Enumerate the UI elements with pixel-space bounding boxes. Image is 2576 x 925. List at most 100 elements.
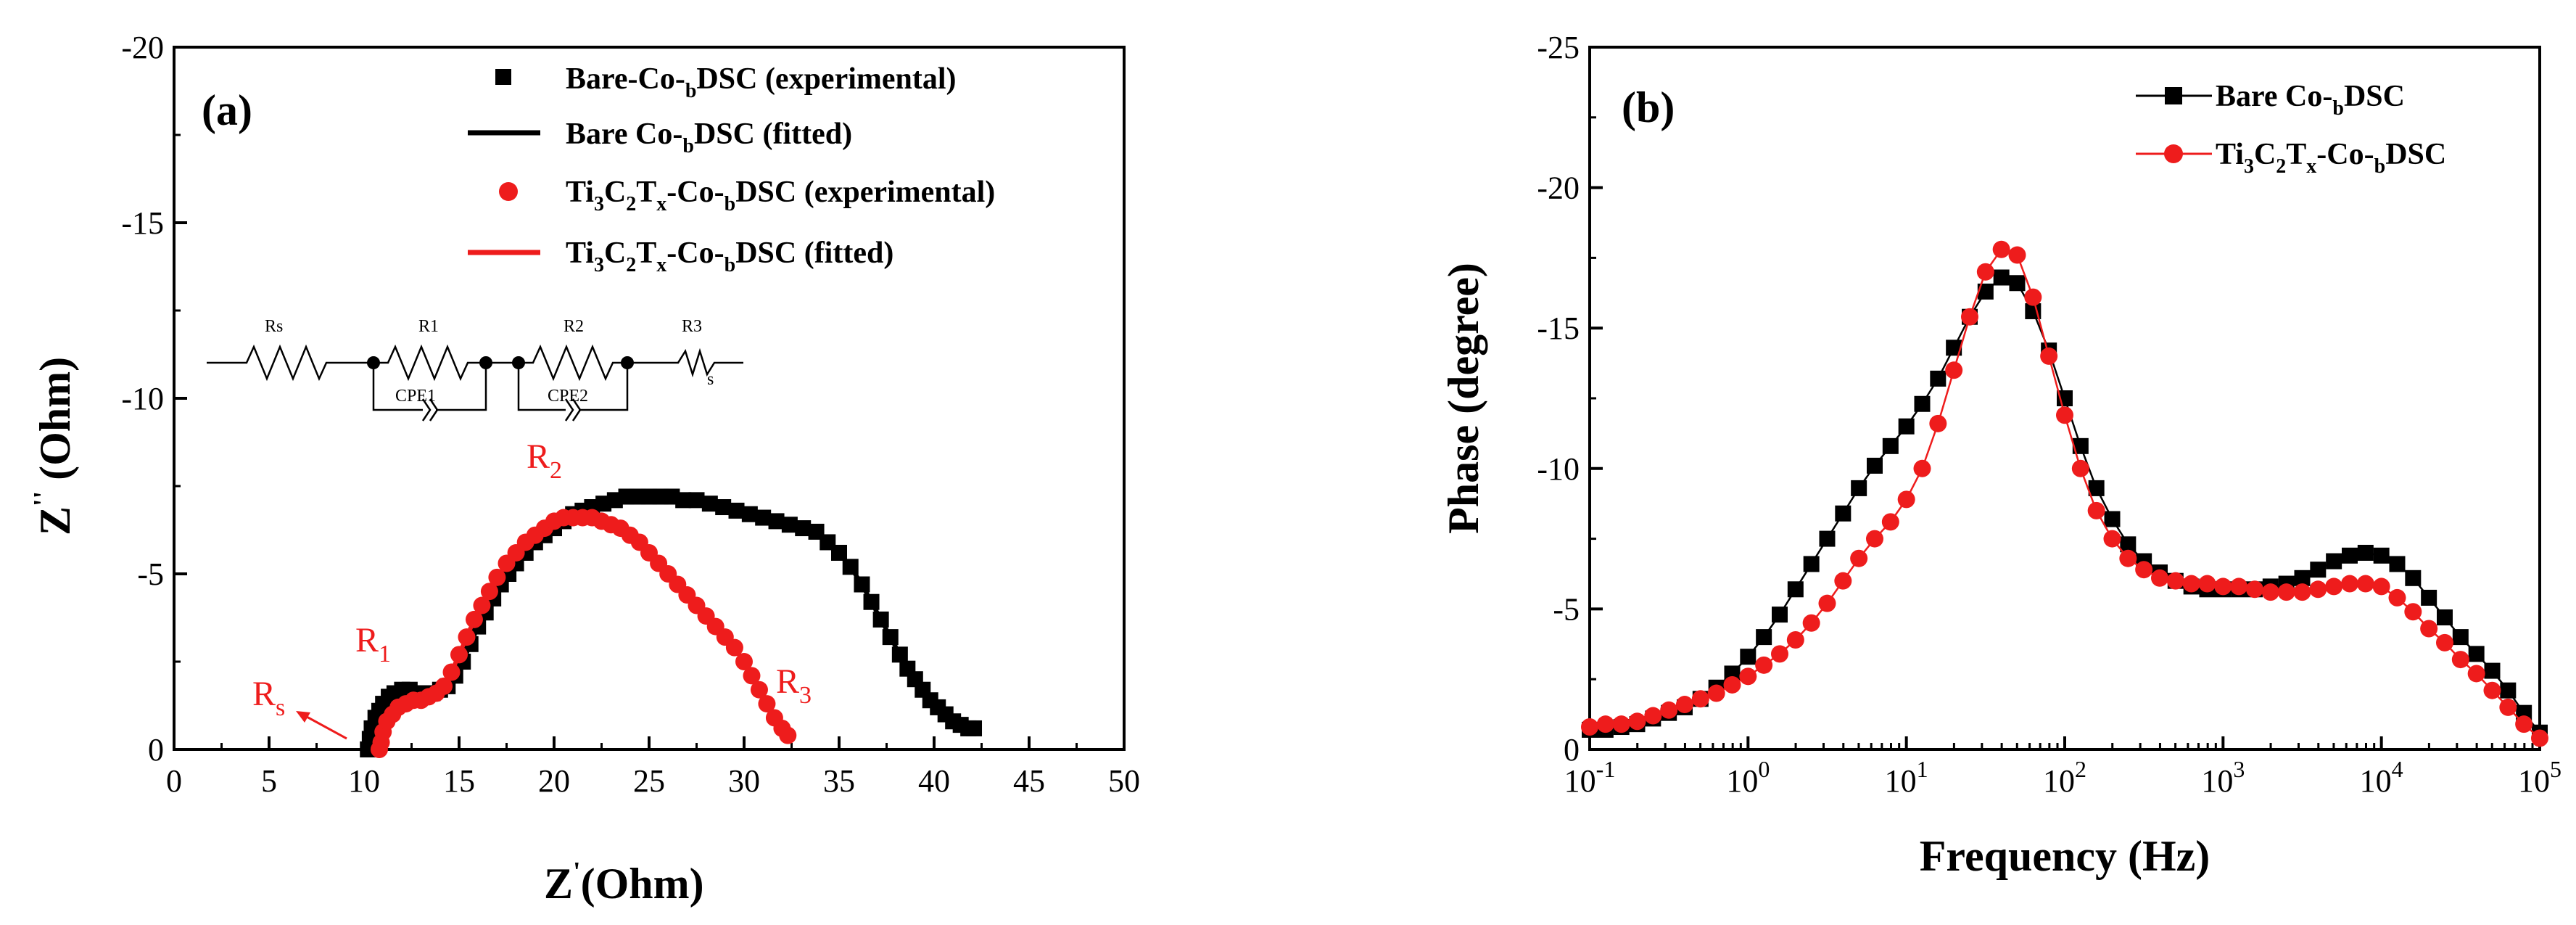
data-point-ti3c2tx (2008, 246, 2026, 264)
data-point-ti3c2tx (1976, 263, 1994, 281)
data-point-ti3c2tx (1723, 675, 1741, 694)
data-point-ti3c2tx (743, 667, 761, 685)
y-ticks-a: 0 -5 -10 -15 -20 (121, 30, 187, 768)
data-point-ti3c2tx (1581, 718, 1598, 736)
data-point-bare (728, 502, 745, 519)
data-point-bare (2357, 544, 2374, 561)
data-point-bare (2088, 480, 2105, 496)
data-point-ti3c2tx (750, 681, 768, 699)
circuit-node (367, 356, 380, 369)
data-point-ti3c2tx (2341, 575, 2358, 593)
legend-label-bare-exp: Bare-Co-bDSC (experimental) (566, 62, 957, 102)
circuit-label-cpe1: CPE1 (395, 387, 436, 406)
y-tick-label: -20 (1537, 170, 1580, 206)
data-point-bare (2484, 662, 2501, 679)
y-tick-label: -15 (121, 205, 164, 241)
data-point-bare (2500, 682, 2517, 699)
data-point-ti3c2tx (2499, 698, 2517, 716)
data-point-ti3c2tx (1676, 696, 1693, 714)
legend-label-ti-fit: Ti3C2Tx-Co-bDSC (fitted) (566, 237, 893, 276)
data-point-bare (1772, 607, 1788, 623)
panel-label-a: (a) (202, 86, 252, 134)
x-ticks-a: 0 5 10 15 20 25 30 35 40 45 50 (166, 736, 1140, 799)
series-line-ti3c2tx (1589, 248, 2540, 739)
annotation-r1: R1 (355, 621, 391, 667)
data-point-ti3c2tx (2372, 577, 2390, 596)
annotation-r3: R3 (776, 662, 812, 709)
data-point-ti3c2tx (2166, 572, 2184, 590)
resistor-r2 (519, 344, 627, 382)
data-point-ti3c2tx (458, 628, 476, 646)
data-point-ti3c2tx (2087, 501, 2105, 519)
legend-label-ti-exp: Ti3C2Tx-Co-bDSC (experimental) (566, 176, 995, 215)
data-point-ti3c2tx (1755, 656, 1773, 674)
data-point-bare (1914, 395, 1931, 412)
legend-b: Bare Co-bDSC Ti3C2Tx-Co-bDSC (2136, 80, 2446, 178)
data-point-ti3c2tx (1992, 240, 2010, 258)
data-point-ti3c2tx (1596, 715, 1614, 733)
data-point-bare (688, 492, 705, 509)
data-point-ti3c2tx (1644, 707, 1662, 725)
data-point-bare (2468, 646, 2485, 662)
equivalent-circuit (207, 344, 743, 422)
series-line-bare (1590, 276, 2540, 733)
data-point-ti3c2tx (2182, 575, 2200, 593)
x-tick-label: 50 (1108, 763, 1140, 799)
annotation-r2: R2 (527, 437, 562, 484)
x-ticks-b: 10-1 100 101 102 103 104 105 (1564, 736, 2561, 799)
data-point-ti3c2tx (1771, 645, 1788, 663)
data-point-ti3c2tx (2325, 577, 2343, 596)
data-point-bare (1882, 437, 1899, 454)
x-tick-label: 15 (443, 763, 475, 799)
plot-frame-a (173, 46, 1126, 751)
data-point-ti3c2tx (1612, 715, 1630, 733)
data-point-ti3c2tx (1802, 614, 1820, 632)
x-tick-label: 103 (2201, 756, 2245, 799)
data-point-ti3c2tx (2436, 633, 2453, 651)
circuit-node (479, 356, 492, 369)
data-point-bare (2310, 562, 2327, 578)
data-point-ti3c2tx (2214, 577, 2232, 596)
data-point-bare (2009, 275, 2026, 292)
legend-label-bare: Bare Co-bDSC (2216, 80, 2405, 120)
data-point-ti3c2tx (1834, 572, 1852, 590)
panel-label-b: (b) (1622, 83, 1675, 131)
data-point-bare (1803, 556, 1820, 572)
data-point-ti3c2tx (1707, 684, 1725, 702)
data-point-ti3c2tx (2483, 681, 2501, 699)
x-tick-label: 10 (348, 763, 380, 799)
data-point-bare (882, 629, 899, 646)
resistor-r1 (373, 344, 486, 382)
data-point-bare (1930, 370, 1947, 387)
x-tick-label: 5 (261, 763, 277, 799)
data-point-ti3c2tx (2119, 549, 2137, 567)
data-point-bare (2326, 553, 2342, 570)
data-point-ti3c2tx (735, 653, 753, 670)
data-point-bare (1946, 340, 1962, 356)
y-tick-label: -20 (121, 30, 164, 65)
data-point-ti3c2tx (2451, 651, 2469, 669)
x-tick-label: 30 (728, 763, 760, 799)
data-point-bare (1851, 480, 1867, 496)
x-tick-label: 45 (1013, 763, 1045, 799)
data-point-ti3c2tx (725, 638, 743, 657)
data-point-bare (2342, 547, 2358, 564)
data-point-bare (863, 593, 880, 610)
data-point-bare (2072, 437, 2089, 454)
x-tick-label: 105 (2518, 756, 2561, 799)
data-point-ti3c2tx (1913, 459, 1931, 477)
y-axis-title-b: Phase (degree) (1440, 263, 1487, 534)
data-point-bare (842, 559, 859, 575)
legend-marker-ti-exp (499, 182, 518, 201)
resistor-rs (207, 344, 373, 382)
chart-a: 0 5 10 15 20 25 30 35 40 45 50 0 -5 -10 -15 -20 (a) Z'… (28, 30, 1140, 908)
data-point-ti3c2tx (1850, 549, 1868, 567)
data-point-ti3c2tx (758, 695, 776, 713)
data-point-bare (2120, 536, 2137, 553)
x-tick-label: 101 (1885, 756, 1928, 799)
data-point-bare (891, 646, 908, 663)
data-point-ti3c2tx (2198, 575, 2216, 593)
data-point-ti3c2tx (2420, 620, 2438, 638)
data-point-ti3c2tx (442, 663, 461, 681)
data-point-bare (1756, 629, 1772, 646)
